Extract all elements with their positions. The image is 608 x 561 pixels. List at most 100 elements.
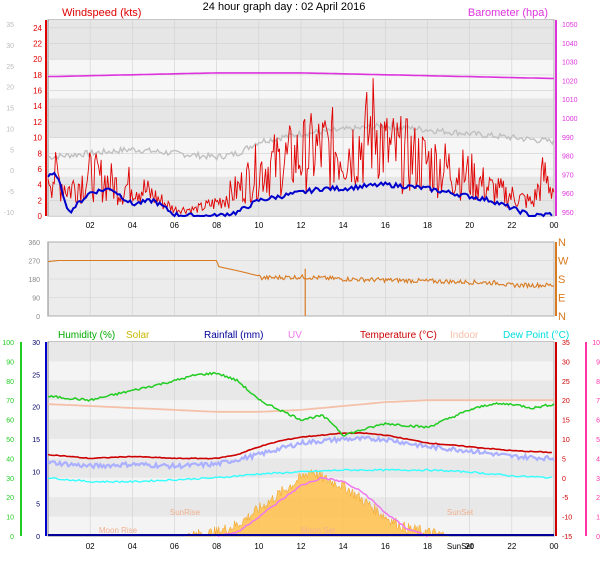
barometer-line xyxy=(47,72,555,80)
temperature-tick: 10 xyxy=(562,437,570,444)
rainfall-tick: 30 xyxy=(32,340,40,347)
temperature-tick: -15 xyxy=(562,534,572,541)
direction-degree-tick: 360 xyxy=(28,240,40,247)
sun-moon-annotations: Moon Rise SunRise Moon Set SunSet SunSet xyxy=(99,508,474,551)
windspeed-tick: 18 xyxy=(33,71,42,80)
temperature-legend: Humidity (%) Solar Rainfall (mm) UV Temperat… xyxy=(58,330,569,341)
barometer-tick: 1030 xyxy=(562,60,578,67)
barometer-axis: 1050 1040 1030 1020 1010 1000 990 980 970 960 950 xyxy=(555,20,578,217)
humidity-tick: 50 xyxy=(6,437,14,444)
uv-tick: 9 xyxy=(596,359,600,366)
panel-wind-series xyxy=(47,72,555,218)
rainfall-axis: 30 25 20 15 10 5 0 xyxy=(32,340,47,541)
temperature-x-tick: 04 xyxy=(128,542,137,551)
legend-dewpoint: Dew Point (°C) xyxy=(503,330,569,341)
faint-wind-axis: 35 30 25 20 15 10 5 0 -5 -10 xyxy=(4,22,14,217)
compass-label: N xyxy=(558,237,566,249)
windspeed-tick: 4 xyxy=(38,181,43,190)
avg-wind-line xyxy=(47,171,553,218)
panel-direction-grid xyxy=(48,241,555,317)
wind-x-tick: 04 xyxy=(128,221,137,230)
annotation-3: SunSet xyxy=(447,508,474,517)
uv-tick: 3 xyxy=(596,476,600,483)
panel-temperature-series xyxy=(47,371,555,538)
annotation-4: SunSet xyxy=(447,542,474,551)
windspeed-tick: 0 xyxy=(38,212,43,221)
compass-label: W xyxy=(558,256,569,268)
wind-x-tick: 20 xyxy=(465,221,474,230)
humidity-tick: 0 xyxy=(10,534,14,541)
uv-tick: 10 xyxy=(592,340,600,347)
solar-area xyxy=(185,468,449,537)
uv-tick: 2 xyxy=(596,495,600,502)
panel-direction-series xyxy=(47,259,555,316)
compass-label: N xyxy=(558,311,566,323)
rainfall-tick: 25 xyxy=(32,372,40,379)
windspeed-tick: 6 xyxy=(38,165,43,174)
humidity-tick: 30 xyxy=(6,476,14,483)
temperature-line xyxy=(47,431,552,460)
temperature-x-tick: 18 xyxy=(423,542,432,551)
windspeed-tick: 2 xyxy=(38,196,43,205)
faint-wind-tick: 0 xyxy=(10,168,14,175)
barometer-tick: 1050 xyxy=(562,22,578,29)
legend-indoor: Indoor xyxy=(450,330,479,341)
windspeed-tick: 22 xyxy=(33,40,42,49)
annotation-2: Moon Set xyxy=(301,526,336,535)
barometer-tick: 1000 xyxy=(562,116,578,123)
barometer-label: Barometer (hpa) xyxy=(468,7,548,19)
windspeed-tick: 16 xyxy=(33,87,42,96)
barometer-tick: 960 xyxy=(562,191,574,198)
temperature-x-tick: 06 xyxy=(170,542,179,551)
temperature-x-tick: 10 xyxy=(254,542,263,551)
direction-degree-tick: 90 xyxy=(32,296,40,303)
humidity-tick: 40 xyxy=(6,456,14,463)
humidity-tick: 60 xyxy=(6,418,14,425)
temperature-x-axis: 02 04 06 08 10 12 14 16 18 20 22 00 xyxy=(86,542,559,551)
rainfall-tick: 20 xyxy=(32,405,40,412)
barometer-tick: 950 xyxy=(562,210,574,217)
temperature-tick: -10 xyxy=(562,515,572,522)
temperature-tick: 20 xyxy=(562,398,570,405)
faint-wind-tick: -5 xyxy=(8,189,14,196)
temperature-tick: 35 xyxy=(562,340,570,347)
gust-trace-line xyxy=(47,121,555,162)
humidity-tick: 80 xyxy=(6,379,14,386)
barometer-tick: 980 xyxy=(562,154,574,161)
temperature-x-tick: 22 xyxy=(507,542,516,551)
legend-solar: Solar xyxy=(126,330,150,341)
faint-wind-tick: 15 xyxy=(6,106,14,113)
compass-label: S xyxy=(558,274,565,286)
humidity-tick: 70 xyxy=(6,398,14,405)
humidity-tick: 10 xyxy=(6,515,14,522)
temperature-tick: 0 xyxy=(562,476,566,483)
annotation-0: Moon Rise xyxy=(99,526,138,535)
temperature-tick: 25 xyxy=(562,379,570,386)
temperature-x-tick: 08 xyxy=(212,542,221,551)
windspeed-tick: 12 xyxy=(33,118,42,127)
barometer-tick: 990 xyxy=(562,135,574,142)
temperature-x-tick: 00 xyxy=(550,542,559,551)
humidity-tick: 90 xyxy=(6,359,14,366)
wind-x-tick: 10 xyxy=(254,221,263,230)
wind-x-tick: 08 xyxy=(212,221,221,230)
indoor-line xyxy=(47,399,554,413)
faint-wind-tick: 35 xyxy=(6,22,14,29)
humidity-line xyxy=(47,371,555,437)
legend-rainfall: Rainfall (mm) xyxy=(204,330,263,341)
temperature-tick: -5 xyxy=(562,495,568,502)
chart-title: 24 hour graph day : 02 April 2016 xyxy=(203,1,366,13)
wind-x-tick: 12 xyxy=(297,221,306,230)
windspeed-tick: 10 xyxy=(33,134,42,143)
uv-tick: 6 xyxy=(596,418,600,425)
faint-wind-tick: 25 xyxy=(6,64,14,71)
uv-tick: 1 xyxy=(596,515,600,522)
windspeed-line xyxy=(47,78,555,215)
direction-degree-tick: 270 xyxy=(28,259,40,266)
temperature-tick: 15 xyxy=(562,418,570,425)
humidity-tick: 100 xyxy=(2,340,14,347)
barometer-tick: 1020 xyxy=(562,78,578,85)
wind-x-tick: 02 xyxy=(86,221,95,230)
